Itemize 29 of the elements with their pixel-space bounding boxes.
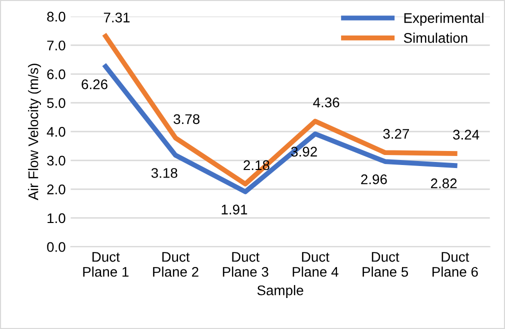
data-label: 6.26 (82, 79, 108, 90)
x-tick-label: Duct Plane 1 (83, 252, 129, 277)
data-label: 2.96 (361, 174, 387, 184)
data-label: 3.27 (383, 128, 409, 139)
data-label: 3.18 (151, 168, 178, 178)
x-tick-label: Duct Plane 6 (432, 252, 478, 277)
y-tick-label: 5.0 (47, 98, 66, 108)
y-tick-label: 0.0 (47, 242, 66, 252)
data-label: 2.82 (430, 178, 457, 188)
data-label: 3.78 (174, 114, 200, 124)
x-tick-label: Duct Plane 4 (292, 252, 338, 277)
y-tick-label: 4.0 (46, 126, 66, 137)
legend-label: Simulation (404, 32, 468, 43)
data-label: 4.36 (313, 98, 340, 108)
x-tick-label: Duct Plane 2 (153, 252, 198, 277)
y-tick-label: 8.0 (47, 12, 66, 22)
legend-label: Experimental (404, 12, 484, 26)
y-tick-label: 2.0 (47, 184, 66, 194)
x-tick-label: Duct Plane 5 (362, 252, 408, 277)
data-label: 1.91 (222, 204, 248, 214)
y-tick-label: 7.0 (47, 40, 66, 50)
y-tick-label: 1.0 (48, 213, 66, 224)
x-tick-label: Duct Plane 3 (222, 252, 268, 277)
y-axis-title: Air Flow Velocity (m/s) (28, 64, 41, 200)
x-axis-title: Sample (257, 285, 304, 298)
data-label: 3.24 (453, 130, 480, 140)
y-tick-label: 3.0 (47, 156, 66, 166)
y-tick-label: 6.0 (47, 69, 66, 80)
data-label: 7.31 (104, 12, 130, 22)
